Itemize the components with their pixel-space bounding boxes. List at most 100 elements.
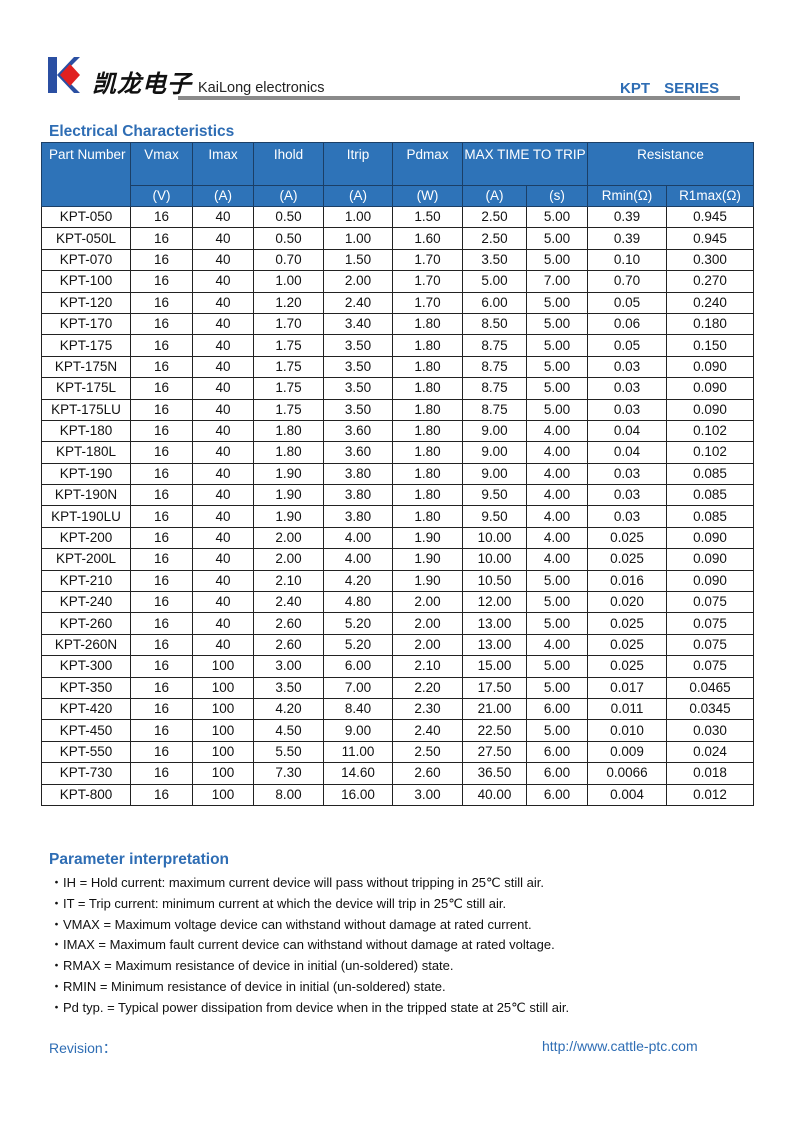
part-number-cell: KPT-070 xyxy=(41,248,131,272)
table-cell: 8.00 xyxy=(253,783,324,806)
table-cell: 2.10 xyxy=(392,655,463,678)
table-cell: 16 xyxy=(130,676,193,699)
table-cell: 0.030 xyxy=(666,719,754,742)
unit-header: (A) xyxy=(323,185,393,207)
part-number-cell: KPT-180 xyxy=(41,419,131,443)
table-cell: 2.60 xyxy=(253,612,324,635)
revision-label: Revision： xyxy=(49,1040,117,1056)
table-row: KPT-260 16 40 2.60 5.20 2.00 13.00 5.00 0.025 0.0… xyxy=(41,612,754,635)
table-row: KPT-100 16 40 1.00 2.00 1.70 5.00 7.00 0.70 0.270 xyxy=(41,270,754,293)
table-cell: 16 xyxy=(130,205,193,229)
table-cell: 0.011 xyxy=(587,697,667,721)
table-cell: 10.50 xyxy=(462,569,527,593)
table-cell: 4.50 xyxy=(253,719,324,742)
table-cell: 2.00 xyxy=(253,526,324,550)
table-cell: 1.50 xyxy=(323,248,393,272)
table-cell: 0.03 xyxy=(587,484,667,507)
table-cell: 16 xyxy=(130,398,193,421)
table-cell: 16 xyxy=(130,377,193,400)
website-link[interactable]: http://www.cattle-ptc.com xyxy=(542,1038,698,1054)
table-cell: 4.00 xyxy=(526,484,588,507)
table-cell: 3.60 xyxy=(323,419,393,443)
table-cell: 16 xyxy=(130,762,193,785)
table-cell: 2.60 xyxy=(253,633,324,657)
table-cell: 3.00 xyxy=(392,783,463,806)
table-cell: 1.90 xyxy=(392,569,463,593)
table-cell: 40 xyxy=(192,312,254,336)
table-row: KPT-170 16 40 1.70 3.40 1.80 8.50 5.00 0.06 0.180 xyxy=(41,312,754,336)
part-number-cell: KPT-200 xyxy=(41,526,131,550)
table-cell: 3.80 xyxy=(323,462,393,486)
table-cell: 5.00 xyxy=(526,291,588,314)
table-cell: 5.00 xyxy=(526,569,588,593)
table-cell: 2.50 xyxy=(462,227,527,250)
table-cell: 1.60 xyxy=(392,227,463,250)
table-cell: 0.270 xyxy=(666,270,754,293)
table-cell: 6.00 xyxy=(526,697,588,721)
table-cell: 0.004 xyxy=(587,783,667,806)
table-cell: 5.00 xyxy=(526,676,588,699)
table-cell: 6.00 xyxy=(526,740,588,764)
table-cell: 0.090 xyxy=(666,355,754,379)
table-cell: 11.00 xyxy=(323,740,393,764)
table-cell: 16 xyxy=(130,270,193,293)
table-row: KPT-200L 16 40 2.00 4.00 1.90 10.00 4.00 0.025 0.… xyxy=(41,548,754,571)
table-cell: 13.00 xyxy=(462,612,527,635)
table-cell: 1.80 xyxy=(253,419,324,443)
table-row: KPT-175 16 40 1.75 3.50 1.80 8.75 5.00 0.05 0.150 xyxy=(41,334,754,357)
table-cell: 1.80 xyxy=(392,334,463,357)
table-cell: 0.945 xyxy=(666,227,754,250)
table-cell: 0.03 xyxy=(587,462,667,486)
table-cell: 7.30 xyxy=(253,762,324,785)
table-cell: 1.80 xyxy=(392,377,463,400)
table-cell: 16 xyxy=(130,312,193,336)
table-cell: 40 xyxy=(192,377,254,400)
parameter-definition: ・IH = Hold current: maximum current devi… xyxy=(50,875,544,890)
table-cell: 1.90 xyxy=(392,526,463,550)
table-row: KPT-190 16 40 1.90 3.80 1.80 9.00 4.00 0.03 0.085 xyxy=(41,462,754,486)
table-cell: 16 xyxy=(130,783,193,806)
table-cell: 5.20 xyxy=(323,612,393,635)
table-cell: 100 xyxy=(192,697,254,721)
table-cell: 9.50 xyxy=(462,505,527,528)
table-cell: 10.00 xyxy=(462,526,527,550)
table-row: KPT-070 16 40 0.70 1.50 1.70 3.50 5.00 0.10 0.300 xyxy=(41,248,754,272)
table-row: KPT-730 16 100 7.30 14.60 2.60 36.50 6.00 0.0066… xyxy=(41,762,754,785)
table-cell: 5.00 xyxy=(526,355,588,379)
part-number-cell: KPT-190LU xyxy=(41,505,131,528)
table-cell: 40 xyxy=(192,548,254,571)
table-row: KPT-260N 16 40 2.60 5.20 2.00 13.00 4.00 0.025 0.… xyxy=(41,633,754,657)
table-cell: 8.50 xyxy=(462,312,527,336)
table-cell: 0.090 xyxy=(666,377,754,400)
table-cell: 40 xyxy=(192,462,254,486)
table-cell: 0.04 xyxy=(587,419,667,443)
table-cell: 2.50 xyxy=(462,205,527,229)
part-number-cell: KPT-175LU xyxy=(41,398,131,421)
table-cell: 100 xyxy=(192,740,254,764)
table-cell: 1.70 xyxy=(253,312,324,336)
table-cell: 7.00 xyxy=(526,270,588,293)
table-cell: 9.00 xyxy=(462,419,527,443)
table-cell: 3.50 xyxy=(323,355,393,379)
company-logo xyxy=(48,57,80,93)
table-cell: 1.80 xyxy=(392,398,463,421)
part-number-cell: KPT-050 xyxy=(41,205,131,229)
table-cell: 0.50 xyxy=(253,205,324,229)
part-number-cell: KPT-420 xyxy=(41,697,131,721)
table-cell: 40 xyxy=(192,248,254,272)
table-cell: 16 xyxy=(130,227,193,250)
table-cell: 0.085 xyxy=(666,462,754,486)
table-row: KPT-120 16 40 1.20 2.40 1.70 6.00 5.00 0.05 0.240 xyxy=(41,291,754,314)
table-cell: 0.0465 xyxy=(666,676,754,699)
table-cell: 0.05 xyxy=(587,334,667,357)
table-cell: 1.70 xyxy=(392,248,463,272)
table-cell: 40 xyxy=(192,484,254,507)
table-cell: 16 xyxy=(130,548,193,571)
table-cell: 0.240 xyxy=(666,291,754,314)
table-cell: 17.50 xyxy=(462,676,527,699)
table-cell: 22.50 xyxy=(462,719,527,742)
table-cell: 0.025 xyxy=(587,548,667,571)
table-cell: 3.50 xyxy=(323,377,393,400)
table-row: KPT-175L 16 40 1.75 3.50 1.80 8.75 5.00 0.03 0.09… xyxy=(41,377,754,400)
